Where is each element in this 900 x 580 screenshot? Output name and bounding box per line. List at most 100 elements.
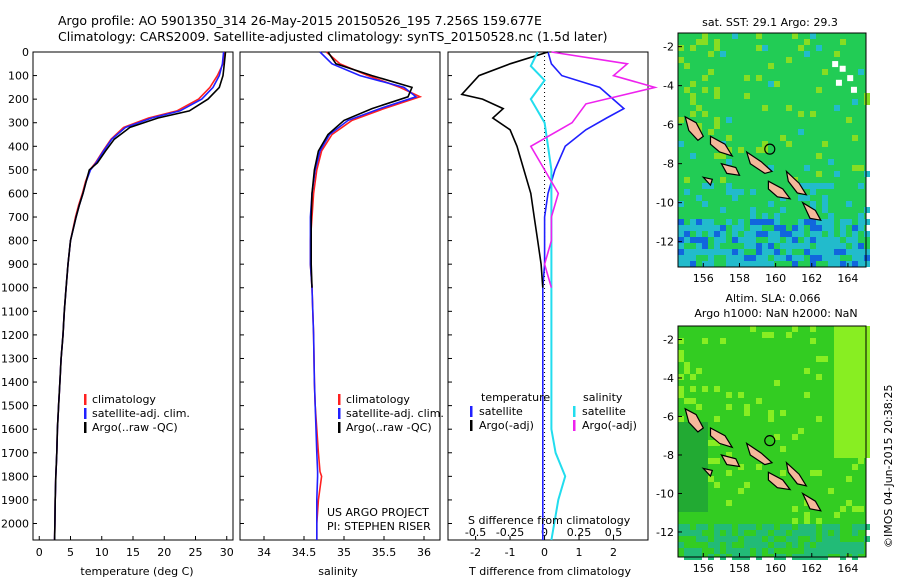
map-cell — [678, 350, 684, 356]
map-cell — [720, 249, 726, 255]
map-cell — [690, 249, 696, 255]
map-cell — [810, 524, 816, 530]
map-cell — [798, 225, 804, 231]
map-cell — [738, 249, 744, 255]
map-cell — [762, 141, 768, 147]
map-cell — [840, 422, 846, 428]
map-cell — [804, 165, 810, 171]
map-cell — [852, 237, 858, 243]
map-cell — [726, 392, 732, 398]
map-cell — [702, 75, 708, 81]
map-cell — [678, 470, 684, 476]
map-cell — [726, 536, 732, 542]
map-cell — [684, 255, 690, 261]
map-cell — [786, 249, 792, 255]
map-cell — [828, 249, 834, 255]
legend-clim-label: climatology — [346, 393, 410, 406]
map-cell — [678, 338, 684, 344]
map-cell — [702, 386, 708, 392]
map-cell — [738, 147, 744, 153]
map-cell — [750, 207, 756, 213]
map-cell — [846, 386, 852, 392]
island — [767, 180, 792, 200]
map-cell — [768, 165, 774, 171]
map-cell — [714, 386, 720, 392]
map-cell — [840, 446, 846, 452]
map-cell — [864, 446, 870, 452]
map-cell — [816, 548, 822, 554]
map-cell — [684, 398, 690, 404]
map-cell — [852, 249, 858, 255]
map-cell — [768, 237, 774, 243]
map-cell — [852, 368, 858, 374]
x-tick-label: 35 — [337, 546, 351, 559]
map-cell — [678, 482, 684, 488]
map-cell — [810, 536, 816, 542]
map-cell — [702, 428, 708, 434]
map-cell — [678, 225, 684, 231]
map-cell — [744, 255, 750, 261]
map-cell — [840, 338, 846, 344]
map-cell — [678, 488, 684, 494]
map-cell — [852, 416, 858, 422]
map-cell — [828, 213, 834, 219]
y-tick-label: 400 — [8, 140, 29, 153]
map-cell — [792, 326, 798, 332]
map-cell — [726, 189, 732, 195]
map-cell — [744, 404, 750, 410]
map-cell — [792, 243, 798, 249]
map-cell — [822, 237, 828, 243]
map-cell — [714, 93, 720, 99]
missing-data-cell — [839, 65, 846, 72]
map-cell — [852, 261, 858, 267]
y-tick-label: 1300 — [1, 352, 29, 365]
map-cell — [756, 243, 762, 249]
map-cell — [768, 332, 774, 338]
map-cell — [846, 446, 852, 452]
map-cell — [810, 111, 816, 117]
map-cell — [714, 249, 720, 255]
map-cell — [732, 243, 738, 249]
map-cell — [696, 231, 702, 237]
map-cell — [774, 530, 780, 536]
map-cell — [684, 422, 690, 428]
map-cell — [810, 249, 816, 255]
map-cell — [828, 159, 834, 165]
map-cell — [834, 542, 840, 548]
map-cell — [828, 488, 834, 494]
x-tick-label: 10 — [95, 546, 109, 559]
map-cell — [744, 249, 750, 255]
map-cell — [708, 219, 714, 225]
map-cell — [696, 494, 702, 500]
map-cell — [840, 344, 846, 350]
map-cell — [750, 231, 756, 237]
map-cell — [822, 219, 828, 225]
map-cell — [864, 255, 870, 261]
map-cell — [804, 255, 810, 261]
map-cell — [852, 392, 858, 398]
map-cell — [822, 201, 828, 207]
legend-sat-label: satellite-adj. clim. — [92, 407, 190, 420]
map-cell — [780, 231, 786, 237]
y-tick-label: 200 — [8, 93, 29, 106]
map-cell — [798, 428, 804, 434]
map-cell — [864, 428, 870, 434]
map-cell — [858, 261, 864, 267]
map-cell — [720, 261, 726, 267]
map-cell — [696, 524, 702, 530]
map-cell — [792, 518, 798, 524]
y-tick-label: 300 — [8, 117, 29, 130]
map-cell — [852, 99, 858, 105]
map-cell — [720, 153, 726, 159]
map-cell — [840, 237, 846, 243]
map-cell — [678, 524, 684, 530]
map-cell — [762, 45, 768, 51]
map-cell — [720, 177, 726, 183]
map-cell — [714, 243, 720, 249]
map-cell — [726, 135, 732, 141]
map-cell — [750, 261, 756, 267]
legend-swatch-clim — [338, 394, 341, 405]
legend-swatch-sat — [84, 408, 87, 419]
map-cell — [864, 332, 870, 338]
map-cell — [840, 362, 846, 368]
